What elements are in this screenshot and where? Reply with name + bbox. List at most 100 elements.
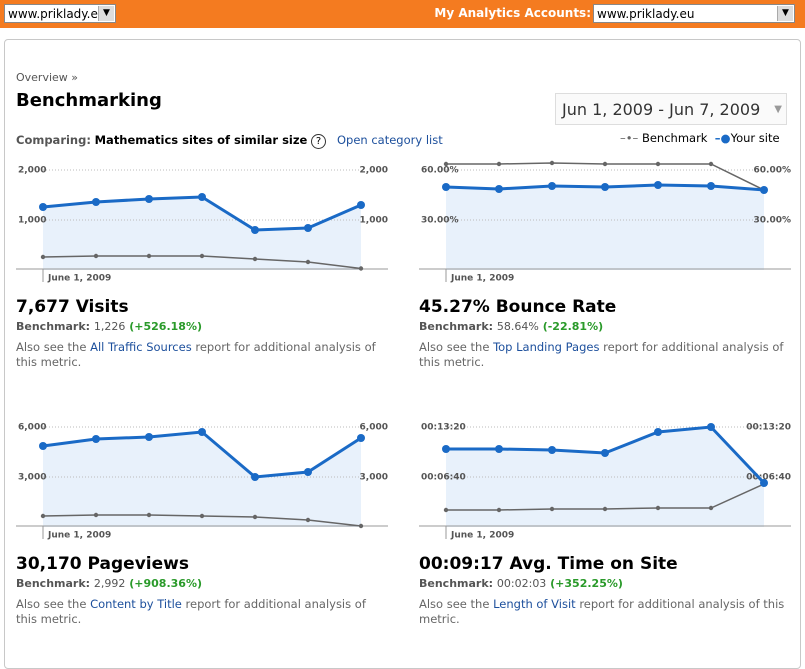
benchmark-label: Benchmark: (419, 577, 494, 590)
point (548, 182, 556, 190)
comparing-label: Comparing: (16, 133, 91, 147)
point (304, 224, 312, 232)
point (602, 161, 608, 167)
site-select[interactable]: www.priklady.eu ▼ (4, 4, 116, 23)
help-icon[interactable]: ? (311, 134, 327, 149)
benchmark-line: Benchmark: 00:02:03 (+352.25%) (419, 577, 623, 590)
benchmark-change: (+908.36%) (129, 577, 202, 590)
note-text: report for additional analysis of this m… (419, 597, 785, 626)
legend-label: Your site (730, 131, 780, 145)
accounts-select[interactable]: www.priklady.eu ▼ (593, 4, 795, 23)
report-link[interactable]: All Traffic Sources (90, 340, 192, 354)
area (43, 432, 361, 527)
legend: –•– Benchmark –●Your site (620, 131, 780, 145)
y-tick-label: 00:06:40 (421, 473, 466, 483)
legend-label: Benchmark (641, 131, 708, 145)
point (93, 253, 99, 259)
report-link[interactable]: Content by Title (90, 597, 182, 611)
point (655, 161, 661, 167)
y-tick-label: 6,000 (18, 423, 46, 433)
y-tick-label: 60.00% (754, 166, 792, 176)
legend-marker: –● (714, 131, 731, 145)
point (708, 161, 714, 167)
top-bar: www.priklady.eu ▼ My Analytics Accounts: … (0, 0, 805, 28)
note: Also see the Content by Title report for… (16, 597, 386, 627)
date-label: June 1, 2009 (450, 531, 514, 541)
point (707, 423, 715, 431)
report-link[interactable]: Top Landing Pages (493, 340, 600, 354)
point (548, 446, 556, 454)
breadcrumb[interactable]: Overview » (16, 71, 79, 84)
note: Also see the All Traffic Sources report … (16, 340, 386, 370)
point (146, 253, 152, 259)
area (43, 197, 361, 270)
metric-title: 7,677 Visits (16, 297, 129, 317)
y-tick-label: 00:06:40 (746, 473, 791, 483)
point (145, 433, 153, 441)
point (40, 254, 46, 260)
point (654, 428, 662, 436)
accounts-label: My Analytics Accounts: (434, 6, 591, 20)
benchmark-label: Benchmark: (16, 577, 91, 590)
metric-title: 30,170 Pageviews (16, 554, 189, 574)
comparing-value: Mathematics sites of similar size (94, 133, 308, 147)
point (549, 160, 555, 166)
y-tick-label: 2,000 (360, 166, 388, 176)
benchmark-line: Benchmark: 2,992 (+908.36%) (16, 577, 202, 590)
point (601, 449, 609, 457)
point (251, 473, 259, 481)
benchmark-line: Benchmark: 58.64% (-22.81%) (419, 320, 603, 333)
note: Also see the Length of Visit report for … (419, 597, 789, 627)
point (198, 193, 206, 201)
note-text: Also see the (419, 340, 490, 354)
benchmark-change: (+352.25%) (550, 577, 623, 590)
point (358, 266, 364, 271)
y-tick-label: 30.00% (754, 216, 792, 226)
benchmark-value: 1,226 (93, 320, 126, 333)
note: Also see the Top Landing Pages report fo… (419, 340, 789, 370)
point (40, 513, 46, 519)
note-text: Also see the (16, 340, 87, 354)
point (39, 442, 47, 450)
y-tick-label: 3,000 (18, 473, 46, 483)
category-link[interactable]: Open category list (336, 133, 443, 147)
benchmark-change: (+526.18%) (129, 320, 202, 333)
page-title: Benchmarking (16, 90, 162, 111)
y-tick-label: 6,000 (360, 423, 388, 433)
point (495, 445, 503, 453)
point (655, 505, 661, 511)
legend-marker: –•– (620, 131, 639, 145)
site-select-text: www.priklady.eu (8, 7, 106, 21)
note-text: report for additional analysis of this m… (419, 340, 784, 369)
point (496, 161, 502, 167)
y-tick-label: 1,000 (18, 216, 46, 226)
benchmark-line: Benchmark: 1,226 (+526.18%) (16, 320, 202, 333)
point (707, 182, 715, 190)
y-tick-label: 00:13:20 (746, 423, 791, 433)
date-label: June 1, 2009 (47, 531, 111, 541)
point (146, 512, 152, 518)
point (443, 161, 449, 167)
point (199, 513, 205, 519)
point (357, 434, 365, 442)
area (446, 185, 764, 270)
point (252, 256, 258, 262)
point (198, 428, 206, 436)
point (305, 517, 311, 523)
select-arrow: ▼ (777, 6, 793, 21)
y-tick-label: 2,000 (18, 166, 46, 176)
benchmark-value: 00:02:03 (496, 577, 547, 590)
report-link[interactable]: Length of Visit (493, 597, 576, 611)
date-range[interactable]: Jun 1, 2009 - Jun 7, 2009 ▼ (555, 93, 787, 125)
point (549, 506, 555, 512)
date-label: June 1, 2009 (47, 274, 111, 284)
point (443, 507, 449, 513)
note-text: Also see the (16, 597, 87, 611)
point (92, 435, 100, 443)
point (199, 253, 205, 259)
benchmark-value: 2,992 (93, 577, 126, 590)
date-range-text: Jun 1, 2009 - Jun 7, 2009 (562, 100, 761, 119)
point (760, 479, 768, 487)
metric-title: 45.27% Bounce Rate (419, 297, 617, 317)
